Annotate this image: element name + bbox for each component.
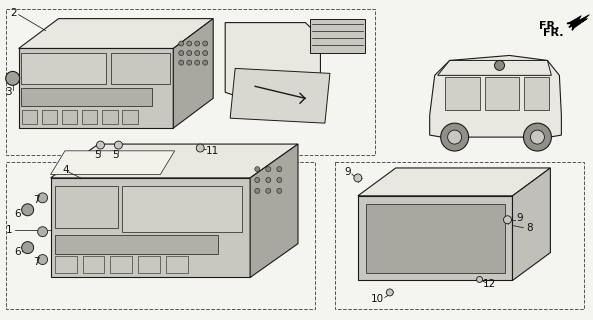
Text: 1: 1 — [5, 225, 12, 235]
Circle shape — [255, 188, 260, 193]
Polygon shape — [484, 77, 519, 110]
Bar — [122, 110, 138, 124]
Polygon shape — [250, 144, 298, 277]
Bar — [55, 256, 76, 273]
Text: FR.: FR. — [539, 20, 559, 31]
Bar — [110, 256, 132, 273]
Bar — [6, 162, 315, 309]
Bar — [21, 88, 152, 106]
Polygon shape — [445, 77, 480, 110]
Polygon shape — [50, 151, 175, 174]
Circle shape — [6, 71, 20, 85]
Text: 7: 7 — [33, 195, 40, 205]
Polygon shape — [430, 55, 562, 137]
Text: 9: 9 — [345, 167, 351, 177]
Text: 11: 11 — [206, 146, 219, 156]
Bar — [335, 162, 584, 309]
Circle shape — [195, 41, 200, 46]
Text: 5: 5 — [112, 150, 119, 160]
Circle shape — [178, 60, 184, 65]
Circle shape — [503, 216, 512, 224]
Polygon shape — [524, 77, 549, 110]
Text: 8: 8 — [526, 223, 533, 233]
Bar — [82, 110, 97, 124]
Text: 3: 3 — [5, 87, 12, 97]
Circle shape — [203, 60, 208, 65]
Bar — [42, 110, 57, 124]
Polygon shape — [230, 68, 330, 123]
Bar — [55, 186, 119, 228]
Circle shape — [277, 178, 282, 182]
Polygon shape — [18, 19, 213, 49]
Circle shape — [178, 41, 184, 46]
Polygon shape — [50, 144, 298, 178]
Circle shape — [178, 51, 184, 56]
Bar — [21, 53, 106, 84]
Circle shape — [277, 188, 282, 193]
Circle shape — [531, 130, 544, 144]
Circle shape — [37, 193, 47, 203]
Text: 10: 10 — [371, 294, 384, 304]
Bar — [102, 110, 117, 124]
Circle shape — [266, 167, 271, 172]
Polygon shape — [50, 178, 250, 277]
Circle shape — [37, 255, 47, 265]
Circle shape — [22, 204, 34, 216]
Polygon shape — [173, 19, 213, 128]
Bar — [166, 256, 188, 273]
Polygon shape — [438, 60, 551, 76]
Text: 12: 12 — [483, 279, 496, 290]
Circle shape — [354, 174, 362, 182]
Circle shape — [37, 227, 47, 237]
Circle shape — [187, 41, 192, 46]
Bar — [22, 110, 37, 124]
Text: 6: 6 — [14, 247, 21, 257]
Text: 4: 4 — [62, 165, 69, 175]
Polygon shape — [358, 196, 512, 280]
Circle shape — [114, 141, 122, 149]
Circle shape — [195, 60, 200, 65]
Bar — [310, 19, 365, 53]
Circle shape — [524, 123, 551, 151]
Circle shape — [195, 51, 200, 56]
Circle shape — [187, 51, 192, 56]
Bar — [122, 186, 242, 232]
Text: 6: 6 — [14, 209, 21, 219]
Circle shape — [441, 123, 468, 151]
Text: 5: 5 — [94, 150, 101, 160]
Text: 2: 2 — [10, 8, 17, 18]
Circle shape — [495, 60, 505, 70]
Polygon shape — [225, 23, 320, 97]
Text: 9: 9 — [516, 213, 523, 223]
Bar — [62, 110, 77, 124]
Bar — [55, 235, 218, 253]
Polygon shape — [512, 168, 550, 280]
Circle shape — [22, 242, 34, 253]
Text: FR.: FR. — [543, 28, 564, 37]
Polygon shape — [18, 49, 173, 128]
Bar — [6, 9, 375, 155]
Circle shape — [97, 141, 104, 149]
Circle shape — [477, 276, 483, 283]
Bar — [111, 53, 170, 84]
Circle shape — [277, 167, 282, 172]
Circle shape — [196, 144, 204, 152]
Circle shape — [187, 60, 192, 65]
Circle shape — [266, 188, 271, 193]
Polygon shape — [366, 204, 505, 273]
Bar — [138, 256, 160, 273]
Circle shape — [255, 167, 260, 172]
Circle shape — [203, 41, 208, 46]
Text: 7: 7 — [33, 257, 40, 267]
Polygon shape — [358, 168, 550, 196]
Circle shape — [255, 178, 260, 182]
Circle shape — [448, 130, 461, 144]
Polygon shape — [569, 15, 589, 28]
Circle shape — [266, 178, 271, 182]
Circle shape — [203, 51, 208, 56]
Circle shape — [386, 289, 393, 296]
Bar — [82, 256, 104, 273]
